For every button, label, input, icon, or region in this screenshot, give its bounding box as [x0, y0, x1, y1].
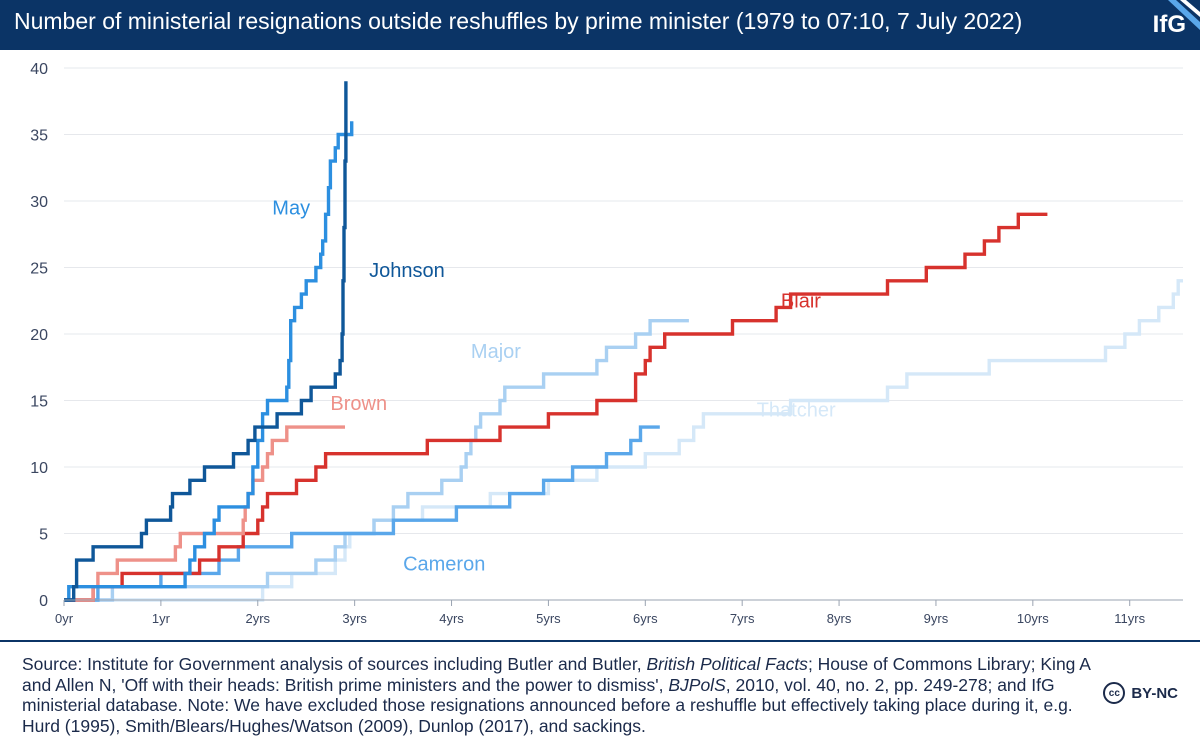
series-label-may: May: [272, 197, 310, 219]
cc-icon: cc: [1103, 682, 1126, 704]
y-tick-label: 35: [30, 128, 48, 145]
source-note: Source: Institute for Government analysi…: [22, 654, 1102, 736]
logo-text: IfG: [1152, 11, 1186, 38]
series-line-thatcher: [64, 279, 1183, 602]
y-tick-label: 40: [30, 61, 48, 78]
x-tick-label: 0yr: [55, 611, 74, 626]
source-italic-2: BJPolS: [668, 674, 726, 695]
chart-header: Number of ministerial resignations outsi…: [0, 0, 1200, 50]
chart-area: May Johnson Brown Blair Major Thatcher Cameron…: [0, 50, 1200, 640]
chart-footer: Source: Institute for Government analysi…: [0, 640, 1200, 744]
series-label-cameron: Cameron: [403, 554, 485, 576]
x-tick-label: 5yrs: [536, 611, 561, 626]
x-tick-label: 8yrs: [827, 611, 852, 626]
label-layer: May Johnson Brown Blair Major Thatcher Cameron: [272, 197, 836, 575]
license-text: BY-NC: [1131, 684, 1178, 702]
y-tick-label: 0: [39, 593, 48, 610]
chart-svg: May Johnson Brown Blair Major Thatcher Cameron…: [30, 61, 1183, 626]
x-tick-label: 1yr: [152, 611, 171, 626]
x-tick-label: 9yrs: [924, 611, 949, 626]
series-label-major: Major: [471, 341, 521, 363]
series-layer: [64, 81, 1183, 602]
series-label-johnson: Johnson: [369, 260, 445, 282]
x-tick-label: 7yrs: [730, 611, 755, 626]
series-label-brown: Brown: [330, 393, 387, 415]
x-tick-label: 3yrs: [342, 611, 367, 626]
y-tick-label: 20: [30, 327, 48, 344]
series-line-may: [64, 121, 354, 602]
source-text-3: , 2010, vol. 40, no. 2, pp. 249-278; and…: [22, 674, 1073, 736]
series-label-blair: Blair: [781, 290, 821, 312]
x-tick-label: 6yrs: [633, 611, 658, 626]
ifg-logo: IfG: [1120, 0, 1200, 50]
y-tick-label: 25: [30, 261, 48, 278]
source-text-2: ; House of Commons Library; King A and A…: [22, 654, 1091, 695]
axis-layer: 0 5 10 15 20 25 30 35 40 0yr 1yr 2yrs 3yrs 4yrs 5yrs 6y…: [30, 61, 1183, 626]
x-tick-label: 2yrs: [245, 611, 270, 626]
y-tick-label: 10: [30, 460, 48, 477]
logo-stripes: [1168, 0, 1200, 30]
series-line-johnson: [64, 81, 348, 602]
source-italic-1: British Political Facts: [646, 654, 808, 674]
source-text-1: Source: Institute for Government analysi…: [22, 654, 647, 674]
y-tick-label: 15: [30, 394, 48, 411]
license-badge: cc BY-NC: [1103, 682, 1178, 704]
x-tick-label: 4yrs: [439, 611, 464, 626]
y-tick-label: 30: [30, 194, 48, 211]
chart-title: Number of ministerial resignations outsi…: [14, 8, 1023, 34]
series-label-thatcher: Thatcher: [757, 399, 836, 421]
x-tick-label: 10yrs: [1017, 611, 1049, 626]
y-tick-label: 5: [39, 527, 48, 544]
x-tick-label: 11yrs: [1114, 611, 1145, 626]
series-line-brown: [64, 425, 345, 602]
series-line-blair: [64, 212, 1048, 602]
series-line-major: [64, 319, 689, 602]
